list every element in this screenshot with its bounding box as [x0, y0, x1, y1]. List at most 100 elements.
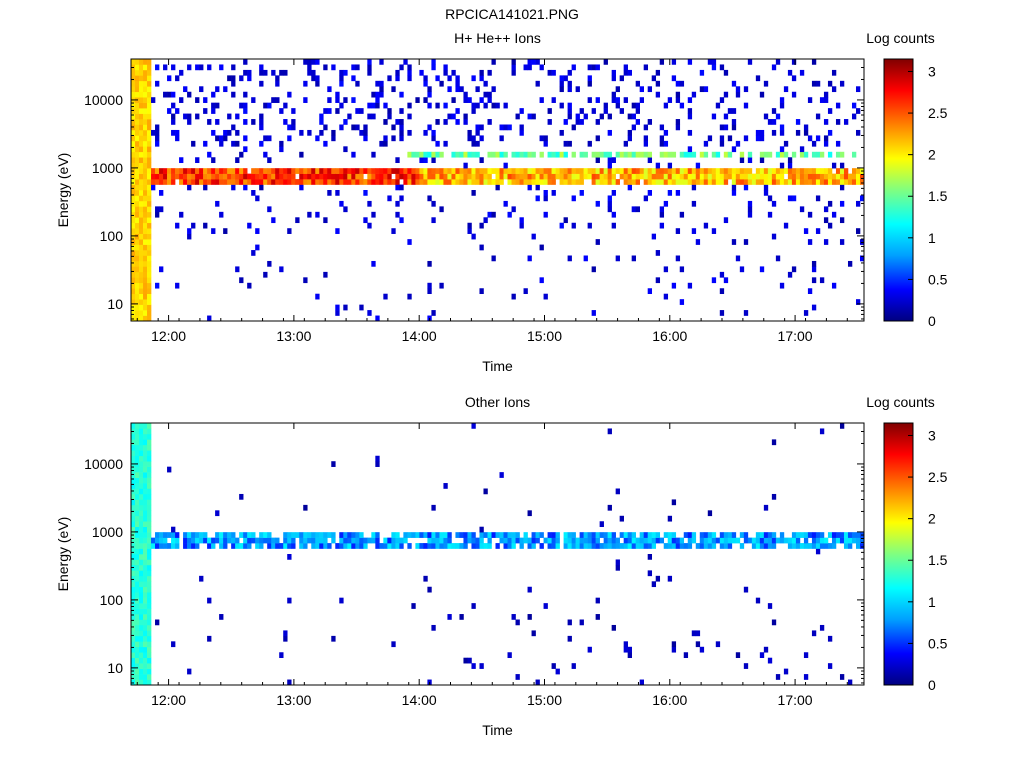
heatmap-cell — [147, 423, 152, 429]
heatmap-cell — [671, 59, 677, 65]
heatmap-cell — [607, 537, 612, 544]
heatmap-cell — [459, 151, 464, 158]
heatmap-cell — [139, 521, 144, 528]
heatmap-cell — [843, 543, 849, 549]
heatmap-cell — [399, 119, 404, 125]
heatmap-cell — [483, 217, 488, 224]
heatmap-cell — [135, 466, 140, 473]
heatmap-cell — [855, 228, 861, 234]
heatmap-cell — [139, 428, 144, 435]
heatmap-cell — [747, 157, 753, 164]
heatmap-cell — [659, 211, 665, 218]
x-tick-label: 17:00 — [778, 328, 813, 344]
heatmap-cell — [663, 129, 669, 136]
heatmap-cell — [207, 543, 212, 549]
heatmap-cell — [739, 266, 745, 273]
heatmap-cell — [143, 59, 148, 65]
heatmap-cell — [175, 222, 180, 229]
heatmap-cell — [383, 543, 388, 549]
heatmap-cell — [855, 173, 861, 180]
heatmap-cell — [131, 80, 136, 87]
heatmap-cell — [559, 86, 564, 93]
heatmap-cell — [415, 151, 420, 158]
heatmap-cell — [591, 108, 596, 114]
heatmap-cell — [147, 532, 152, 538]
heatmap-cell — [131, 113, 136, 120]
heatmap-cell — [139, 140, 144, 147]
heatmap-cell — [651, 75, 657, 82]
heatmap-cell — [339, 543, 344, 549]
heatmap-cell — [799, 146, 805, 153]
heatmap-cell — [779, 173, 785, 180]
heatmap-cell — [719, 271, 725, 278]
heatmap-cell — [839, 168, 845, 174]
heatmap-cell — [155, 179, 160, 185]
heatmap-cell — [843, 537, 849, 544]
heatmap-cell — [631, 206, 636, 213]
heatmap-cell — [147, 184, 152, 191]
heatmap-cell — [223, 129, 228, 136]
heatmap-cell — [607, 162, 612, 169]
heatmap-cell — [147, 260, 152, 267]
heatmap-cell — [699, 86, 705, 93]
heatmap-cell — [147, 548, 152, 555]
heatmap-cell — [635, 102, 640, 109]
heatmap-cell — [611, 168, 616, 174]
heatmap-cell — [567, 168, 572, 174]
heatmap-cell — [235, 157, 240, 164]
heatmap-cell — [339, 80, 344, 87]
heatmap-cell — [263, 151, 268, 158]
heatmap-cell — [643, 124, 649, 131]
heatmap-cell — [147, 102, 152, 109]
heatmap-cell — [303, 537, 308, 544]
heatmap-cell — [407, 173, 412, 180]
heatmap-cell — [719, 288, 725, 295]
heatmap-cell — [811, 173, 817, 180]
heatmap-cell — [363, 129, 368, 136]
heatmap-cell — [215, 537, 220, 544]
figure-title: RPCICA141021.PNG — [445, 6, 579, 22]
heatmap-cell — [815, 195, 821, 202]
heatmap-cell — [143, 129, 148, 136]
heatmap-cell — [531, 537, 536, 544]
heatmap-cell — [663, 151, 669, 158]
heatmap-cell — [691, 91, 697, 98]
heatmap-cell — [187, 532, 192, 538]
heatmap-cell — [299, 151, 304, 158]
heatmap-cell — [331, 461, 336, 467]
heatmap-cell — [423, 157, 428, 164]
heatmap-cell — [491, 86, 496, 93]
heatmap-cell — [491, 151, 496, 158]
heatmap-cell — [707, 173, 713, 180]
heatmap-cell — [131, 233, 136, 240]
heatmap-cell — [487, 173, 492, 180]
heatmap-cell — [603, 543, 608, 549]
heatmap-cell — [283, 173, 288, 180]
heatmap-cell — [327, 173, 332, 180]
heatmap-cell — [567, 255, 572, 262]
heatmap-cell — [407, 179, 412, 185]
heatmap-cell — [427, 102, 432, 109]
heatmap-cell — [351, 124, 356, 131]
heatmap-cell — [339, 69, 344, 76]
heatmap-cell — [379, 179, 384, 185]
heatmap-cell — [143, 282, 148, 289]
heatmap-cell — [767, 173, 773, 180]
heatmap-cell — [603, 168, 608, 174]
heatmap-cell — [355, 532, 360, 538]
heatmap-cell — [231, 532, 236, 538]
heatmap-cell — [287, 135, 292, 142]
heatmap-cell — [695, 168, 701, 174]
heatmap-cell — [427, 532, 432, 538]
heatmap-cell — [631, 543, 636, 549]
heatmap-cell — [695, 179, 701, 185]
heatmap-cell — [787, 157, 793, 164]
heatmap-cell — [467, 97, 472, 103]
heatmap-cell — [787, 271, 793, 278]
heatmap-cell — [719, 173, 725, 180]
heatmap-cell — [611, 69, 616, 76]
heatmap-cell — [511, 537, 516, 544]
heatmap-cell — [795, 179, 801, 185]
heatmap-cell — [567, 80, 572, 87]
heatmap-cell — [619, 168, 624, 174]
